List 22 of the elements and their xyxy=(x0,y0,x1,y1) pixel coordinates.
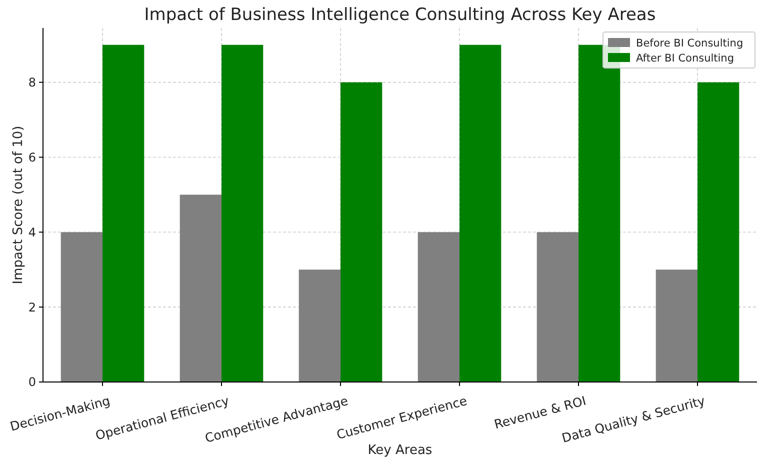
bar xyxy=(340,82,382,382)
y-tick-label: 6 xyxy=(28,150,36,164)
bar xyxy=(180,194,222,382)
x-axis-title: Key Areas xyxy=(368,443,432,458)
y-tick-label: 4 xyxy=(28,225,36,240)
bar xyxy=(298,270,340,382)
bar xyxy=(102,44,144,382)
y-tick-label: 0 xyxy=(28,375,36,390)
bar xyxy=(656,270,698,382)
bar xyxy=(60,232,102,382)
legend-label: After BI Consulting xyxy=(636,52,734,65)
bar xyxy=(222,44,264,382)
chart-title: Impact of Business Intelligence Consulting Across Key Areas xyxy=(144,5,656,25)
y-tick-label: 8 xyxy=(28,76,36,90)
bar xyxy=(460,44,502,382)
legend-label: Before BI Consulting xyxy=(636,38,744,50)
bar xyxy=(698,82,740,382)
bar xyxy=(578,44,620,382)
bar xyxy=(536,232,578,382)
y-tick-label: 2 xyxy=(28,300,36,314)
bar xyxy=(418,232,460,382)
y-axis-title: Impact Score (out of 10) xyxy=(11,126,26,284)
